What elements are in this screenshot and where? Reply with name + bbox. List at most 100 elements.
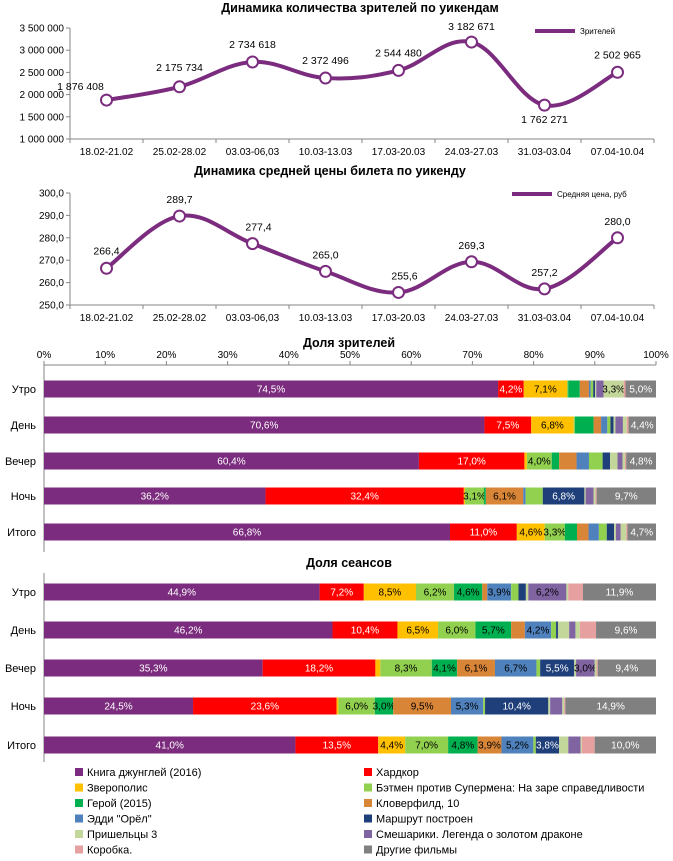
bar-label: 9,4% [615, 664, 638, 675]
bar-segment [625, 380, 656, 398]
bar-segment [544, 523, 565, 541]
bar-label: 4,0% [528, 457, 551, 468]
bar-label: 4,6% [457, 588, 480, 599]
bar-segment [319, 583, 364, 601]
bar-segment [332, 621, 398, 639]
data-label: 2 502 965 [594, 49, 641, 61]
price-line-chart: Динамика средней цены билета по уикенду … [39, 164, 655, 324]
bar-label: 6,1% [493, 492, 516, 503]
bar-segment [596, 621, 656, 639]
legend-label: Зверополис [87, 783, 148, 795]
bar-label: 9,6% [615, 626, 638, 637]
bar-label: 41,0% [156, 741, 184, 752]
data-point [173, 80, 186, 94]
bar-segment [574, 416, 594, 434]
bar-segment [295, 736, 379, 754]
viewers-y-axis: 1 000 000 1 500 000 2 000 000 2 500 000 3 00… [20, 24, 654, 146]
bar-label: 5,7% [482, 626, 505, 637]
row-label: Утро [12, 587, 36, 599]
row-label: Ночь [11, 701, 37, 713]
y-tick-label: 300,0 [39, 189, 64, 200]
bar-segment [454, 583, 483, 601]
bar-segment [576, 659, 595, 677]
bar-segment [564, 523, 577, 541]
bar-segment [380, 659, 432, 677]
bar-segment [501, 736, 534, 754]
bar-segment [44, 697, 194, 715]
bar-label: 10,4% [351, 626, 379, 637]
x-tick-label: 25.02-28.02 [153, 147, 207, 158]
bar-segment [524, 621, 552, 639]
share-x-tick-label: 70% [462, 350, 482, 361]
x-tick-label: 07.04-10.04 [591, 147, 645, 158]
price-series: 266,4 289,7 277,4 265,0 255,6 269,3 257,2 280,0 [93, 194, 631, 299]
bar-segment [548, 697, 551, 715]
legend-swatch [75, 845, 83, 854]
bar-label: 18,2% [305, 664, 333, 675]
share-x-tick-label: 60% [401, 350, 421, 361]
bar-segment [393, 697, 451, 715]
bar-segment [536, 659, 541, 677]
bar-label: 4,2% [527, 626, 550, 637]
row-label: Итого [7, 527, 36, 539]
bar-label: 10,4% [503, 702, 531, 713]
bar-label: 6,0% [345, 702, 368, 713]
x-tick-label: 10.03-13.03 [299, 313, 353, 324]
bar-segment [595, 487, 597, 505]
bar-segment [44, 380, 499, 398]
bar-segment [598, 523, 607, 541]
bar-label: 5,2% [506, 741, 529, 752]
bar-label: 36,2% [141, 492, 169, 503]
bar-segment [556, 621, 558, 639]
data-label: 1 876 408 [57, 81, 104, 93]
price-legend-label: Средняя цена, руб [557, 190, 627, 199]
legend-swatch [75, 783, 83, 792]
bar-label: 17,0% [457, 457, 485, 468]
bar-segment [566, 583, 569, 601]
bar-label: 6,2% [424, 588, 447, 599]
bar-label: 4,1% [433, 664, 456, 675]
bar-segment [518, 583, 526, 601]
bar-segment [457, 659, 495, 677]
bar-segment [551, 621, 557, 639]
bar-segment [573, 416, 575, 434]
bar-segment [582, 583, 656, 601]
bar-label: 6,0% [445, 626, 468, 637]
data-label: 255,6 [391, 270, 417, 282]
price-chart-title: Динамика средней цены билета по уикенду [194, 164, 466, 178]
bar-segment [628, 416, 656, 434]
bar-segment [610, 416, 614, 434]
bar-segment [602, 452, 611, 470]
bar-segment [615, 416, 623, 434]
bar-segment [590, 380, 594, 398]
bar-segment [613, 416, 616, 434]
bar-segment [603, 380, 624, 398]
bar-segment [588, 523, 599, 541]
bar-segment [511, 583, 519, 601]
x-tick-label: 25.02-28.02 [153, 313, 207, 324]
bar-label: 9,5% [411, 702, 434, 713]
legend-label: Эдди "Орёл" [87, 814, 152, 826]
bar-segment [568, 380, 580, 398]
bar-label: 7,1% [534, 385, 557, 396]
legend-swatch [364, 768, 372, 776]
sessions-share-chart: Доля сеансов Утро 44,9% 7,2% 8,5% 6,2% 4,6% 3,… [5, 556, 656, 762]
sessions-share-bars: Утро 44,9% 7,2% 8,5% 6,2% 4,6% 3,9% 6,2% 11,9% Де… [5, 573, 656, 762]
row-label: Вечер [5, 456, 36, 468]
data-label: 265,0 [312, 249, 338, 261]
viewers-series: 1 876 408 2 175 734 2 734 618 2 372 496 2 54… [57, 21, 641, 126]
share-x-tick-label: 90% [585, 350, 605, 361]
y-tick-label: 3 500 000 [20, 24, 65, 35]
bar-segment [431, 659, 458, 677]
bar-segment [550, 697, 563, 715]
bar-segment [438, 621, 476, 639]
viewers-share-chart: 0% 10% 20% 30% 40% 50% 60% 70% 80% 90% 100% Доля з… [5, 336, 669, 552]
bar-label: 24,5% [104, 702, 132, 713]
bar-segment [338, 697, 375, 715]
bar-label: 32,4% [351, 492, 379, 503]
data-point [392, 285, 405, 299]
bar-segment [610, 452, 618, 470]
bar-segment [588, 380, 591, 398]
legend-label: Пришельцы 3 [87, 829, 157, 841]
